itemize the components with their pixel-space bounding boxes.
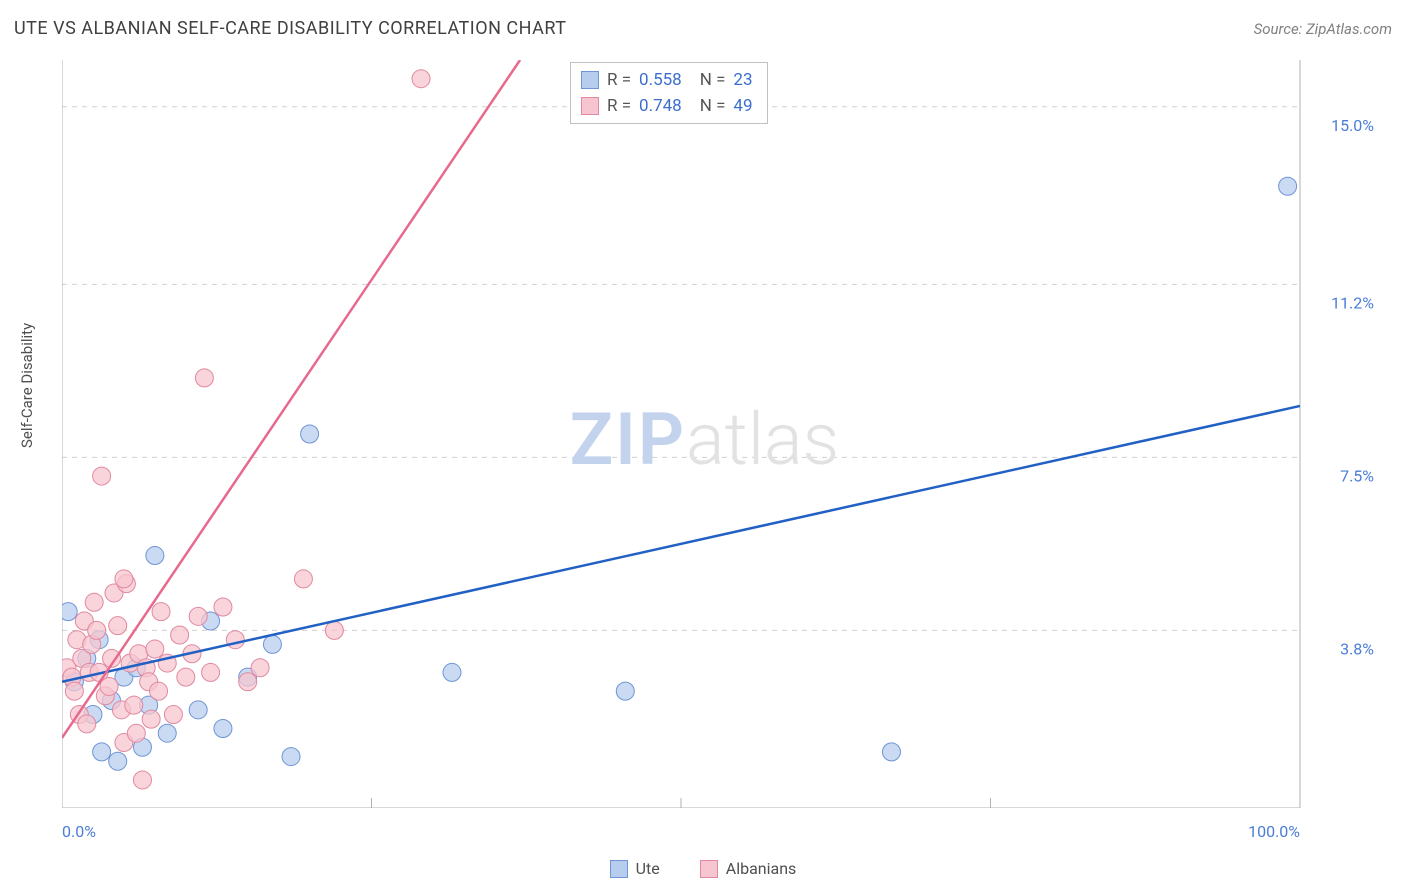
series-legend: Ute Albanians (0, 859, 1406, 878)
data-point (109, 617, 127, 635)
legend-item: Albanians (700, 859, 797, 878)
stat-r-value: 0.748 (639, 96, 682, 116)
data-point (325, 621, 343, 639)
legend-swatch (610, 860, 628, 878)
data-point (214, 720, 232, 738)
legend-swatch (700, 860, 718, 878)
data-point (78, 715, 96, 733)
y-tick-label: 7.5% (1340, 466, 1374, 485)
x-tick-label: 0.0% (62, 822, 96, 841)
header: UTE VS ALBANIAN SELF-CARE DISABILITY COR… (14, 18, 1392, 39)
data-point (412, 70, 430, 88)
watermark: ZIPatlas (570, 397, 840, 482)
legend-swatch (581, 97, 599, 115)
data-point (294, 570, 312, 588)
data-point (226, 631, 244, 649)
data-point (263, 635, 281, 653)
stat-r-label: R = (607, 96, 631, 116)
stat-n-label: N = (700, 96, 726, 116)
data-point (93, 467, 111, 485)
data-point (443, 663, 461, 681)
legend-label: Ute (636, 859, 660, 878)
stats-legend-box: R = 0.558 N = 23 R = 0.748 N = 49 (570, 62, 768, 124)
data-point (164, 706, 182, 724)
chart-title: UTE VS ALBANIAN SELF-CARE DISABILITY COR… (14, 18, 566, 39)
data-point (65, 682, 83, 700)
legend-label: Albanians (726, 859, 797, 878)
data-point (214, 598, 232, 616)
y-tick-label: 11.2% (1331, 293, 1374, 312)
data-point (115, 570, 133, 588)
data-point (146, 640, 164, 658)
data-point (171, 626, 189, 644)
data-point (616, 682, 634, 700)
data-point (301, 425, 319, 443)
data-point (62, 603, 77, 621)
data-point (88, 621, 106, 639)
data-point (158, 724, 176, 742)
stat-row: R = 0.748 N = 49 (571, 93, 767, 119)
x-tick-label: 100.0% (1248, 822, 1300, 841)
stat-row: R = 0.558 N = 23 (571, 67, 767, 93)
trend-line (62, 60, 520, 738)
data-point (1279, 177, 1297, 195)
y-axis-label: Self-Care Disability (18, 323, 36, 448)
data-point (133, 771, 151, 789)
data-point (195, 369, 213, 387)
data-point (142, 710, 160, 728)
y-tick-label: 3.8% (1340, 639, 1374, 658)
legend-item: Ute (610, 859, 660, 878)
data-point (85, 593, 103, 611)
stat-r-label: R = (607, 70, 631, 90)
data-point (127, 724, 145, 742)
y-tick-label: 15.0% (1331, 116, 1374, 135)
stat-n-label: N = (700, 70, 726, 90)
data-point (109, 752, 127, 770)
data-point (189, 701, 207, 719)
data-point (202, 663, 220, 681)
data-point (125, 696, 143, 714)
stat-n-value: 23 (733, 70, 752, 90)
data-point (882, 743, 900, 761)
data-point (100, 677, 118, 695)
data-point (152, 603, 170, 621)
data-point (189, 607, 207, 625)
data-point (239, 673, 257, 691)
data-point (251, 659, 269, 677)
source-label: Source: ZipAtlas.com (1254, 20, 1392, 38)
chart-area: 3.8% 7.5% 11.2% 15.0% ZIPatlas (62, 60, 1380, 808)
data-point (93, 743, 111, 761)
stat-n-value: 49 (733, 96, 752, 116)
stat-r-value: 0.558 (639, 70, 682, 90)
scatter-chart: 3.8% 7.5% 11.2% 15.0% ZIPatlas (62, 60, 1380, 808)
data-point (282, 748, 300, 766)
data-point (150, 682, 168, 700)
data-point (177, 668, 195, 686)
data-point (146, 547, 164, 565)
legend-swatch (581, 71, 599, 89)
